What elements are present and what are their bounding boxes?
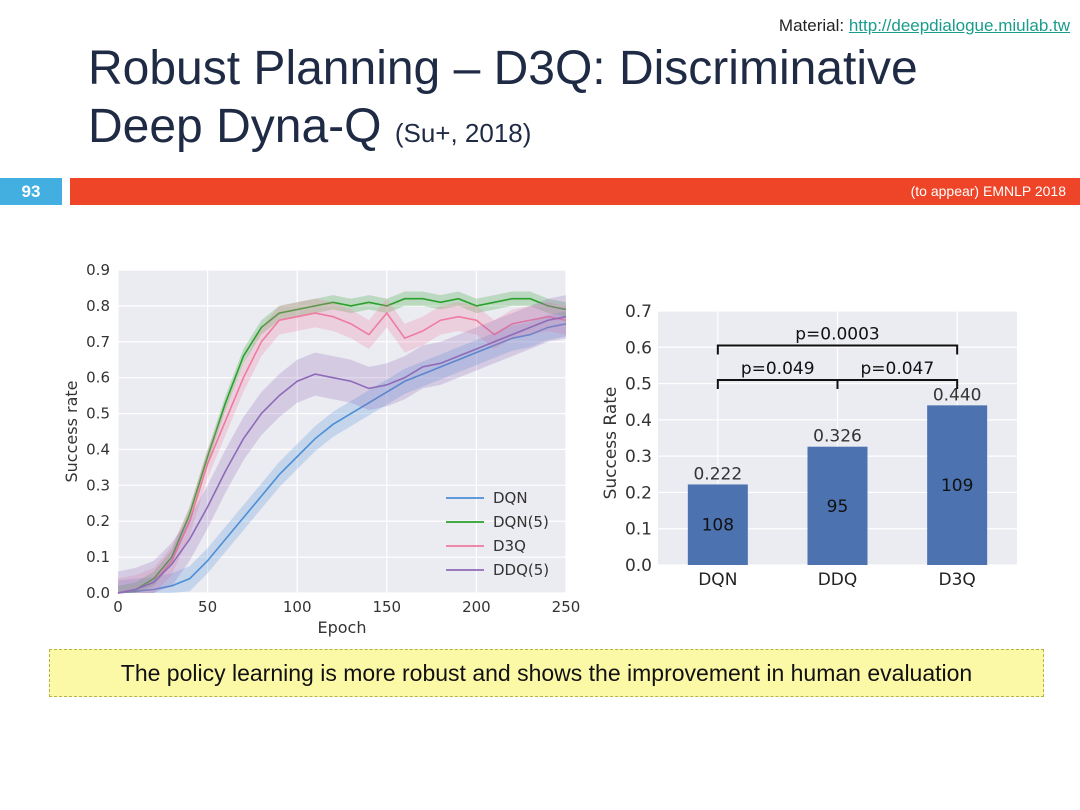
series-band-ddq(5) (118, 295, 566, 593)
series-line-ddq(5) (117, 315, 567, 594)
bar-value-label: 0.326 (813, 427, 862, 447)
legend-label: D3Q (493, 537, 526, 555)
y-tick-label: 0.5 (86, 405, 110, 423)
slide-number: 93 (0, 178, 62, 205)
x-axis-label: Epoch (318, 618, 367, 637)
y-tick-label: 0.8 (86, 297, 110, 315)
bar-d3q (927, 405, 988, 565)
bar-chart: 0.0 0.1 0.2 0.3 0.4 0.5 0.6 0.7 Success Rate 0.22… (601, 302, 1017, 590)
legend-label: DQN (493, 489, 528, 507)
material-label: Material: (778, 16, 845, 35)
y-axis-label: Success Rate (601, 387, 621, 500)
legend-label: DQN(5) (493, 513, 549, 531)
y-tick-label: 0.6 (86, 369, 110, 387)
bar-count-label: 108 (702, 516, 734, 536)
x-tick-label: DQN (698, 570, 737, 590)
y-tick-label: 0.7 (86, 333, 110, 351)
series-line-d3q (117, 311, 567, 594)
x-tick-label: D3Q (939, 570, 976, 590)
y-tick-label: 0.2 (625, 483, 652, 503)
title-line-2-text: Deep Dyna-Q (88, 100, 382, 153)
y-tick-label: 0.5 (625, 375, 652, 395)
y-tick-label: 0.4 (625, 411, 652, 431)
series-band-dqn (118, 311, 566, 593)
line-chart: 0 50 100 150 200 250 0.0 0.1 0.2 0.3 0.4 0.5 0.6 0.7 0… (62, 261, 580, 637)
title-line-1: Robust Planning – D3Q: Discriminative (88, 42, 918, 95)
y-tick-label: 0.0 (86, 584, 110, 602)
line-chart-plot-area (118, 270, 566, 593)
y-tick-label: 0.1 (86, 548, 110, 566)
x-tick-label: 250 (552, 598, 581, 616)
y-tick-label: 0.2 (86, 512, 110, 530)
y-tick-label: 0.3 (86, 476, 110, 494)
y-tick-label: 0.0 (625, 556, 652, 576)
x-tick-label: 100 (283, 598, 312, 616)
bar-value-label: 0.222 (693, 464, 742, 484)
significance-label: p=0.0003 (795, 324, 880, 344)
bar-count-label: 109 (941, 476, 973, 496)
x-tick-label: 150 (372, 598, 401, 616)
legend-label: DDQ(5) (493, 561, 549, 579)
x-tick-label: 200 (462, 598, 491, 616)
significance-label: p=0.047 (860, 359, 934, 379)
bar-value-label: 0.440 (933, 385, 982, 405)
y-tick-label: 0.3 (625, 447, 652, 467)
bar-dqn (687, 484, 748, 565)
citation: (Su+, 2018) (394, 118, 532, 148)
x-tick-label: 0 (113, 598, 123, 616)
significance-bracket (716, 344, 959, 355)
callout-box: The policy learning is more robust and s… (49, 649, 1044, 697)
material-source: Material: http://deepdialogue.miulab.tw (779, 16, 1070, 36)
bar-ddq (807, 446, 868, 565)
significance-bracket (836, 378, 959, 389)
x-tick-label: DDQ (818, 570, 858, 590)
venue-label: (to appear) EMNLP 2018 (910, 183, 1066, 199)
x-tick-label: 50 (198, 598, 217, 616)
bar-count-label: 95 (827, 497, 849, 517)
title-line-2: Deep Dyna-Q (Su+, 2018) (88, 98, 918, 162)
material-link[interactable]: http://deepdialogue.miulab.tw (848, 16, 1070, 35)
y-tick-label: 0.9 (86, 261, 110, 279)
y-axis-label: Success rate (62, 381, 81, 483)
series-band-d3q (118, 298, 566, 593)
y-tick-label: 0.4 (86, 440, 110, 458)
y-tick-label: 0.7 (625, 302, 652, 322)
y-tick-label: 0.6 (625, 338, 652, 358)
series-band-dqn(5) (118, 291, 566, 593)
series-line-dqn(5) (117, 297, 567, 594)
series-line-dqn (117, 323, 567, 594)
significance-label: p=0.049 (741, 359, 815, 379)
page-title: Robust Planning – D3Q: Discriminative De… (88, 40, 918, 162)
header-bar (70, 178, 1080, 205)
y-tick-label: 0.1 (625, 520, 652, 540)
